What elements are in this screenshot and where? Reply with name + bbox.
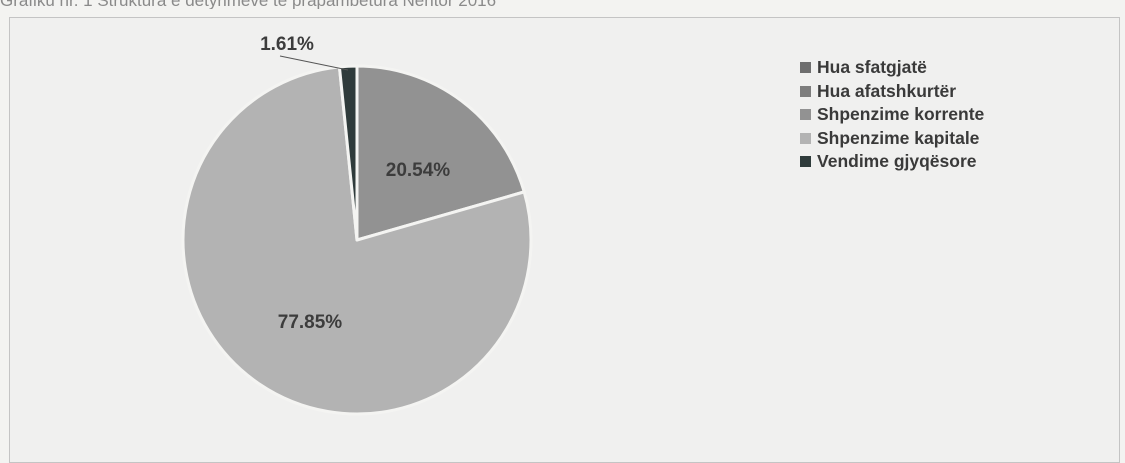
data-label-shpenzime-korrente: 20.54% [386, 160, 451, 181]
legend-label: Hua afatshkurtër [817, 80, 957, 101]
legend-swatch-icon [800, 132, 811, 144]
legend-label: Hua sfatgjatë [817, 57, 927, 78]
data-label-shpenzime-kapitale: 77.85% [278, 312, 343, 333]
legend-swatch-icon [800, 85, 811, 97]
chart-caption: Grafiku nr. 1 Struktura e detyrimeve të … [0, 0, 1125, 9]
legend-item-shpenzime-korrente: Shpenzime korrente [800, 103, 984, 127]
pie-data-labels: 20.54% 77.85% 1.61% [260, 34, 450, 333]
legend-item-vendime-gjyqesore: Vendime gjyqësore [800, 150, 984, 174]
legend-label: Shpenzime korrente [817, 104, 985, 125]
legend-item-hua-afatshkurter: Hua afatshkurtër [800, 80, 984, 104]
legend-label: Vendime gjyqësore [817, 151, 977, 172]
legend-item-shpenzime-kapitale: Shpenzime kapitale [800, 127, 984, 151]
legend-item-hua-sfatgjate: Hua sfatgjatë [800, 56, 984, 80]
legend-label: Shpenzime kapitale [817, 127, 980, 148]
legend-swatch-icon [800, 109, 811, 121]
data-label-vendime-gjyqesore: 1.61% [260, 34, 314, 55]
pie-slice-shpenzime-korrente [355, 64, 526, 242]
legend-swatch-icon [800, 62, 811, 74]
chart-area: 20.54% 77.85% 1.61% Hua sfatgjatë Hua afats… [9, 17, 1120, 463]
legend-swatch-icon [800, 156, 811, 168]
pie-slice-vendime-gjyqesore [337, 64, 359, 242]
pie-chart: 20.54% 77.85% 1.61% [181, 34, 533, 416]
chart-legend: Hua sfatgjatë Hua afatshkurtër Shpenzime k… [800, 56, 984, 174]
leader-line [279, 55, 349, 71]
pie-slices [181, 64, 533, 416]
